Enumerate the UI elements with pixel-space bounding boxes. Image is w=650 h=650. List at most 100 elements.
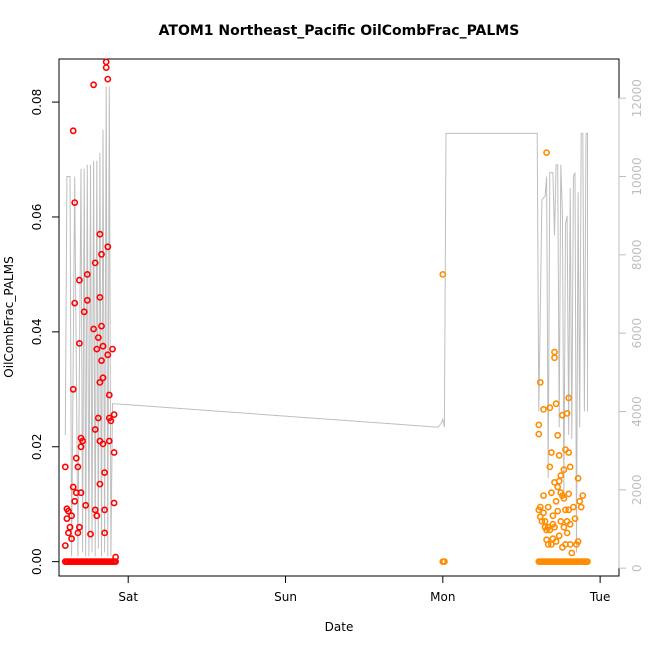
data-point-series-1 — [61, 463, 69, 471]
data-point-series-1 — [99, 342, 107, 350]
data-point-series-2 — [577, 503, 585, 511]
data-point-series-2 — [540, 405, 547, 413]
data-point-series-2 — [570, 503, 577, 511]
x-axis-label: Date — [325, 620, 354, 634]
data-point-series-2 — [552, 538, 560, 545]
data-point-series-2 — [557, 472, 565, 479]
data-point-series-2 — [557, 518, 565, 525]
data-point-series-1 — [98, 357, 105, 364]
data-point-series-2 — [554, 483, 562, 491]
y2-tick-label: 0 — [630, 564, 644, 572]
data-point-series-1 — [96, 378, 104, 386]
data-point-series-2 — [584, 558, 591, 565]
data-point-series-2 — [548, 541, 555, 548]
data-point-series-2 — [560, 523, 568, 531]
data-point-series-2 — [535, 430, 543, 438]
data-point-series-1 — [74, 463, 82, 471]
data-point-series-1 — [91, 259, 99, 267]
y2-tick-label: 6000 — [630, 318, 644, 349]
data-point-series-2 — [540, 492, 547, 499]
data-point-series-1 — [69, 385, 77, 393]
data-point-series-2 — [551, 354, 558, 362]
data-point-series-1 — [96, 230, 104, 238]
data-point-series-1 — [102, 64, 110, 71]
data-point-series-1 — [91, 426, 99, 433]
data-point-series-1 — [98, 250, 105, 258]
data-point-series-2 — [560, 494, 568, 502]
data-point-series-1 — [71, 199, 79, 206]
x-tick-label: Tue — [589, 590, 611, 604]
data-point-series-1 — [101, 529, 108, 537]
y-tick-label: 0.04 — [30, 319, 44, 346]
data-point-series-1 — [112, 558, 119, 565]
data-point-series-1 — [93, 512, 101, 520]
data-point-series-1 — [61, 542, 69, 549]
x-tick-label: Mon — [430, 590, 455, 604]
data-point-series-1 — [79, 437, 86, 445]
data-point-series-1 — [82, 501, 90, 509]
data-point-series-2 — [579, 492, 587, 499]
data-point-series-2 — [576, 497, 584, 505]
data-point-series-2 — [548, 449, 555, 456]
data-point-series-1 — [76, 276, 83, 284]
data-point-series-2 — [574, 474, 582, 482]
data-point-series-1 — [110, 449, 118, 456]
data-point-series-1 — [94, 414, 102, 422]
data-point-series-1 — [72, 454, 80, 462]
data-point-series-2 — [565, 394, 573, 402]
data-point-series-1 — [105, 437, 113, 445]
data-point-series-1 — [101, 506, 108, 514]
data-point-series-1 — [90, 81, 97, 89]
data-point-series-2 — [546, 526, 554, 534]
data-point-series-2 — [568, 549, 576, 557]
data-point-series-1 — [65, 529, 72, 537]
data-point-series-1 — [87, 530, 94, 538]
data-point-series-2 — [439, 270, 447, 278]
data-point-series-1 — [104, 351, 112, 359]
data-point-series-2 — [543, 149, 550, 156]
data-point-series-1 — [102, 58, 110, 66]
data-point-series-2 — [574, 538, 582, 545]
data-point-series-2 — [535, 421, 543, 429]
data-point-series-2 — [554, 431, 562, 439]
data-point-series-1 — [90, 325, 97, 333]
y2-tick-label: 2000 — [630, 475, 644, 506]
data-point-series-1 — [71, 497, 79, 505]
data-point-series-1 — [98, 322, 105, 330]
data-point-series-1 — [91, 506, 99, 514]
y-tick-label: 0.08 — [30, 89, 44, 116]
y2-tick-label: 8000 — [630, 240, 644, 271]
data-point-series-1 — [109, 345, 116, 353]
data-point-series-1 — [76, 523, 83, 531]
data-point-series-1 — [74, 529, 82, 537]
data-point-series-2 — [554, 507, 562, 515]
chart-title: ATOM1 Northeast_Pacific OilCombFrac_PALM… — [159, 23, 520, 39]
data-point-series-1 — [69, 127, 77, 135]
data-point-series-1 — [68, 535, 75, 543]
y-tick-label: 0.00 — [30, 548, 44, 575]
data-point-series-2 — [541, 518, 549, 525]
data-point-series-1 — [68, 512, 75, 520]
y-axis-label: OilCombFrac_PALMS — [2, 256, 16, 377]
data-point-series-1 — [96, 293, 104, 301]
data-point-series-1 — [93, 345, 101, 353]
data-point-series-2 — [440, 558, 448, 565]
data-point-series-1 — [107, 417, 115, 425]
data-point-series-2 — [555, 532, 563, 540]
data-point-series-2 — [551, 348, 558, 356]
data-point-series-2 — [571, 515, 579, 522]
data-point-series-2 — [538, 518, 546, 525]
data-point-series-2 — [540, 509, 547, 517]
data-point-series-1 — [110, 499, 118, 507]
altitude-line — [64, 86, 588, 557]
data-point-series-1 — [83, 270, 91, 278]
data-point-series-1 — [65, 507, 72, 515]
x-tick-label: Sun — [274, 590, 297, 604]
data-point-series-1 — [63, 515, 71, 522]
data-point-series-1 — [71, 299, 79, 307]
data-point-series-1 — [105, 391, 113, 399]
data-point-series-1 — [104, 243, 112, 251]
data-point-series-2 — [555, 451, 563, 459]
plot-frame — [58, 58, 620, 577]
